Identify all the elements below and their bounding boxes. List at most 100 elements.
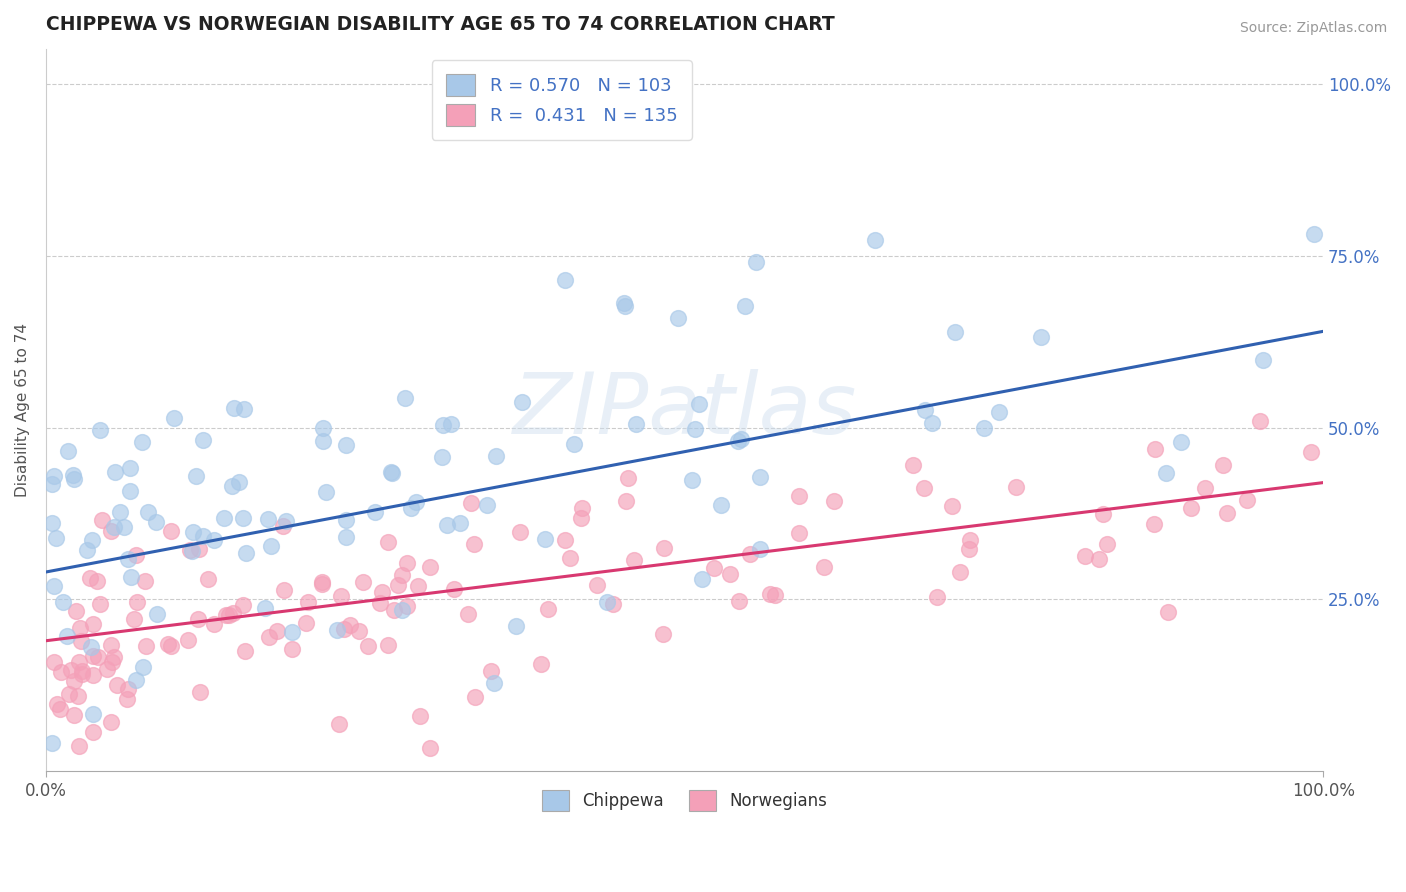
Point <box>89 597 111 611</box>
Point <box>145 515 167 529</box>
Point <box>58 687 80 701</box>
Point <box>260 539 283 553</box>
Point <box>82 668 104 682</box>
Point <box>927 590 949 604</box>
Point <box>443 582 465 597</box>
Point <box>63 707 86 722</box>
Point <box>120 484 142 499</box>
Point <box>335 438 357 452</box>
Point <box>728 594 751 608</box>
Point <box>1236 492 1258 507</box>
Point <box>335 512 357 526</box>
Point <box>949 566 972 580</box>
Point <box>67 739 90 754</box>
Point <box>329 589 352 603</box>
Point <box>41 516 63 531</box>
Point <box>328 716 350 731</box>
Point <box>1031 330 1053 344</box>
Point <box>734 299 756 313</box>
Point <box>45 697 67 711</box>
Point <box>681 473 703 487</box>
Point <box>464 690 486 704</box>
Point <box>281 641 304 656</box>
Point <box>626 417 648 431</box>
Point <box>479 664 502 678</box>
Point <box>193 434 215 448</box>
Point <box>787 526 810 541</box>
Point <box>692 572 714 586</box>
Point <box>235 546 257 560</box>
Point <box>941 499 963 513</box>
Point <box>405 495 427 509</box>
Point <box>1097 536 1119 550</box>
Point <box>510 395 533 409</box>
Point <box>160 639 183 653</box>
Point <box>1303 227 1326 241</box>
Point <box>295 615 318 630</box>
Point <box>666 310 689 325</box>
Point <box>212 511 235 525</box>
Point <box>988 405 1011 419</box>
Point <box>1143 516 1166 531</box>
Point <box>125 548 148 562</box>
Point <box>70 664 93 678</box>
Point <box>105 678 128 692</box>
Point <box>596 595 619 609</box>
Point <box>823 493 845 508</box>
Point <box>145 607 167 621</box>
Point <box>463 537 485 551</box>
Point <box>720 566 742 581</box>
Point <box>41 736 63 750</box>
Point <box>688 397 710 411</box>
Point <box>863 233 886 247</box>
Point <box>187 612 209 626</box>
Point <box>131 435 153 450</box>
Point <box>727 434 749 448</box>
Point <box>254 601 277 615</box>
Point <box>945 325 967 339</box>
Point <box>505 619 527 633</box>
Point <box>179 542 201 557</box>
Point <box>271 519 294 533</box>
Point <box>181 543 204 558</box>
Point <box>623 552 645 566</box>
Point <box>613 299 636 313</box>
Point <box>395 556 418 570</box>
Point <box>586 578 609 592</box>
Point <box>193 529 215 543</box>
Point <box>134 574 156 588</box>
Point <box>562 437 585 451</box>
Point <box>335 530 357 544</box>
Point <box>163 411 186 425</box>
Point <box>1212 458 1234 473</box>
Point <box>117 551 139 566</box>
Point <box>266 624 288 639</box>
Point <box>914 402 936 417</box>
Point <box>132 659 155 673</box>
Point <box>333 622 356 636</box>
Point <box>45 531 67 545</box>
Point <box>311 575 333 590</box>
Point <box>48 701 70 715</box>
Point <box>117 691 139 706</box>
Point <box>127 595 149 609</box>
Point <box>394 392 416 406</box>
Point <box>484 676 506 690</box>
Point <box>396 599 419 614</box>
Point <box>339 618 361 632</box>
Point <box>475 498 498 512</box>
Point <box>222 606 245 620</box>
Point <box>377 535 399 549</box>
Point <box>419 559 441 574</box>
Point <box>1005 480 1028 494</box>
Point <box>1154 466 1177 480</box>
Point <box>228 475 250 489</box>
Point <box>257 631 280 645</box>
Point <box>387 578 409 592</box>
Point <box>55 629 77 643</box>
Point <box>233 401 256 416</box>
Point <box>973 420 995 434</box>
Point <box>96 662 118 676</box>
Point <box>449 516 471 530</box>
Text: Source: ZipAtlas.com: Source: ZipAtlas.com <box>1240 21 1388 35</box>
